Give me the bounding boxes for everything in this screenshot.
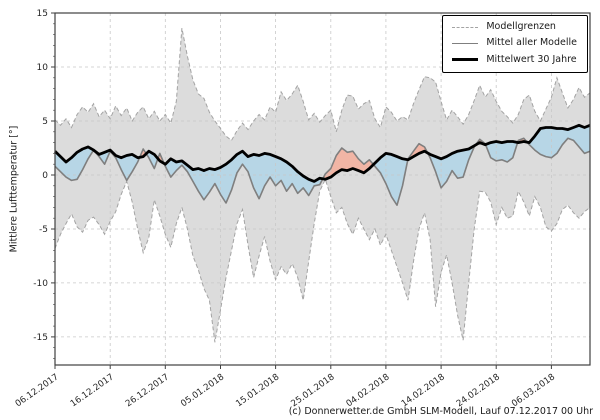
upper-bound-line — [54, 28, 591, 142]
above-normal-fill — [139, 138, 528, 180]
climate-mean-line — [54, 123, 591, 183]
axis-ticks — [51, 12, 552, 369]
lower-bound-line — [54, 177, 591, 343]
x-tick-label: 14.02.2018 — [400, 372, 447, 409]
legend-item-mittelwert-30-jahre: Mittelwert 30 Jahre — [452, 54, 577, 66]
legend-label-mittel-aller-modelle: Mittel aller Modelle — [486, 37, 577, 49]
y-axis-title: Mittlere Lufttemperatur [°] — [8, 125, 20, 253]
gray-line-icon — [452, 43, 479, 45]
legend-item-mittel-aller-modelle: Mittel aller Modelle — [452, 37, 577, 49]
legend-item-modellgrenzen: Modellgrenzen — [452, 21, 577, 33]
footer-credit: (c) Donnerwetter.de GmbH SLM-Modell, Lau… — [288, 406, 593, 417]
y-tick-label: -10 — [33, 279, 48, 289]
x-tick-label: 25.01.2018 — [290, 372, 337, 409]
black-line-icon — [452, 58, 479, 62]
y-tick-label: -15 — [33, 333, 48, 343]
x-tick-label: 04.02.2018 — [345, 372, 392, 409]
x-tick-label: 06.12.2017 — [14, 372, 61, 409]
model-range-band — [55, 28, 590, 343]
legend: Modellgrenzen Mittel aller Modelle Mitte… — [442, 15, 588, 74]
x-tick-label: 15.01.2018 — [234, 372, 281, 409]
y-tick-label: 10 — [37, 63, 49, 73]
y-tick-label: -5 — [39, 225, 48, 235]
y-tick-label: 5 — [42, 117, 48, 127]
x-tick-label: 24.02.2018 — [455, 372, 502, 409]
legend-label-mittelwert-30-jahre: Mittelwert 30 Jahre — [486, 53, 577, 65]
x-tick-label: 05.01.2018 — [179, 372, 226, 409]
x-tick-label: 16.12.2017 — [69, 372, 116, 409]
legend-label-modellgrenzen: Modellgrenzen — [486, 21, 556, 32]
plot-frame — [54, 12, 591, 366]
x-tick-label: 26.12.2017 — [124, 372, 171, 409]
y-tick-label: 0 — [42, 171, 48, 181]
y-tick-label: 15 — [37, 9, 48, 19]
dashed-line-icon — [452, 26, 479, 28]
x-tick-label: 06.03.2018 — [510, 372, 557, 409]
